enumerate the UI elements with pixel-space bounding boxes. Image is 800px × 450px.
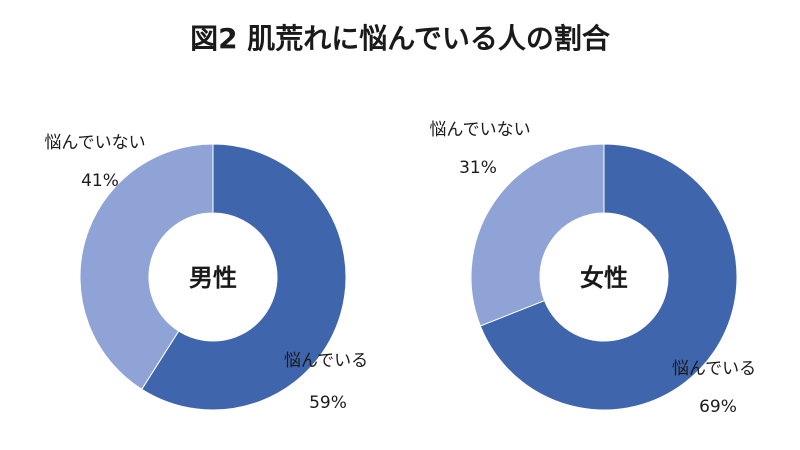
center-label-female: 女性 bbox=[580, 264, 628, 292]
chart-title: 図2 肌荒れに悩んでいる人の割合 bbox=[190, 22, 611, 55]
slices-male bbox=[79, 143, 347, 411]
slice-value-female-not-worried: 31% bbox=[459, 158, 497, 178]
slice-label-male-not-worried: 悩んでいない bbox=[44, 133, 145, 153]
slices-female bbox=[470, 143, 738, 411]
slice-male-worried bbox=[141, 143, 347, 411]
slice-label-female-not-worried: 悩んでいない bbox=[429, 120, 530, 140]
slice-value-female-worried: 69% bbox=[699, 397, 737, 417]
slice-male-not-worried bbox=[79, 143, 214, 390]
donut-chart-female: 女性 悩んでいない 31% 悩んでいる 69% bbox=[429, 120, 756, 417]
donut-chart-male: 男性 悩んでいない 41% 悩んでいる 59% bbox=[44, 133, 368, 413]
slice-value-male-not-worried: 41% bbox=[81, 171, 119, 191]
slice-female-worried bbox=[479, 143, 738, 411]
slice-value-male-worried: 59% bbox=[309, 393, 347, 413]
slice-female-not-worried bbox=[470, 143, 605, 327]
center-label-male: 男性 bbox=[189, 264, 237, 292]
slice-label-male-worried: 悩んでいる bbox=[284, 351, 368, 371]
slice-label-female-worried: 悩んでいる bbox=[672, 359, 756, 379]
